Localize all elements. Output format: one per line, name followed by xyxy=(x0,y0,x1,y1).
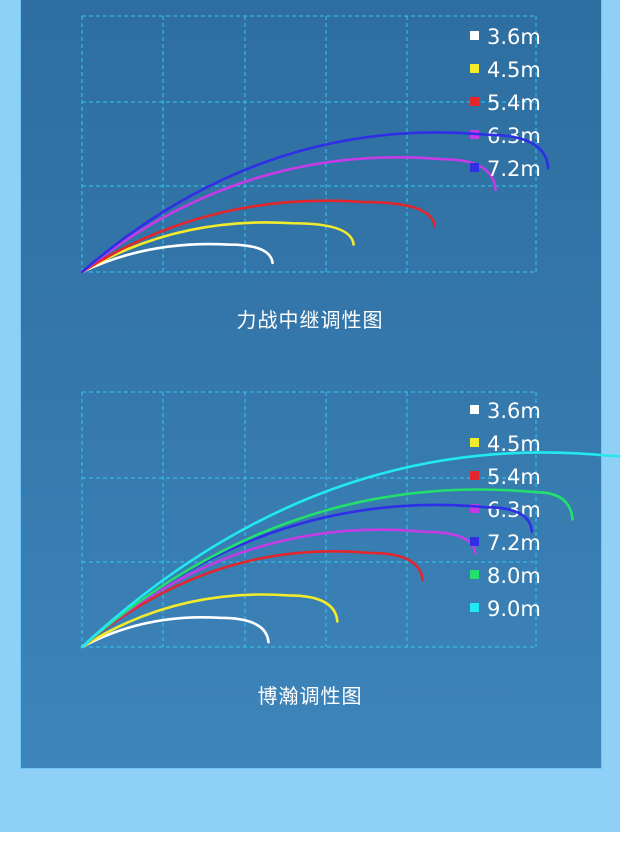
curve-1-9.0m xyxy=(80,451,620,649)
legend-label-1-6: 9.0m xyxy=(487,597,541,621)
curve-1-3.6m xyxy=(80,616,270,649)
curve-0-7.2m xyxy=(80,131,550,274)
legend-swatch-1-5 xyxy=(470,570,479,579)
legend-swatch-0-0 xyxy=(470,31,479,40)
legend-label-1-2: 5.4m xyxy=(487,465,541,489)
legend-label-1-4: 7.2m xyxy=(487,531,541,555)
legend-label-0-1: 4.5m xyxy=(487,58,541,82)
legend-label-1-5: 8.0m xyxy=(487,564,541,588)
curve-0-4.5m xyxy=(80,221,355,274)
legend-swatch-1-4 xyxy=(470,537,479,546)
chart-title-bohan: 博瀚调性图 xyxy=(257,684,363,708)
legend-label-1-0: 3.6m xyxy=(487,399,541,423)
legend-swatch-0-1 xyxy=(470,64,479,73)
curve-1-8.0m xyxy=(80,488,574,649)
legend-swatch-1-2 xyxy=(470,471,479,480)
legend-swatch-0-2 xyxy=(470,97,479,106)
curve-0-6.3m xyxy=(80,156,497,274)
legend-swatch-1-1 xyxy=(470,438,479,447)
legend-label-0-0: 3.6m xyxy=(487,25,541,49)
legend-swatch-1-6 xyxy=(470,603,479,612)
chart-panel xyxy=(20,0,602,769)
legend-swatch-0-4 xyxy=(470,163,479,172)
curve-1-6.3m xyxy=(80,528,477,649)
chart-title-force-relay: 力战中继调性图 xyxy=(236,308,384,332)
legend-swatch-1-0 xyxy=(470,405,479,414)
legend-label-0-2: 5.4m xyxy=(487,91,541,115)
legend-swatch-1-3 xyxy=(470,504,479,513)
legend-label-0-4: 7.2m xyxy=(487,157,541,181)
curve-1-4.5m xyxy=(80,593,339,649)
curve-1-7.2m xyxy=(80,503,534,649)
bottom-strip xyxy=(0,832,620,848)
curve-0-5.4m xyxy=(80,199,436,274)
curve-0-3.6m xyxy=(80,242,274,274)
curve-1-5.4m xyxy=(80,549,424,649)
